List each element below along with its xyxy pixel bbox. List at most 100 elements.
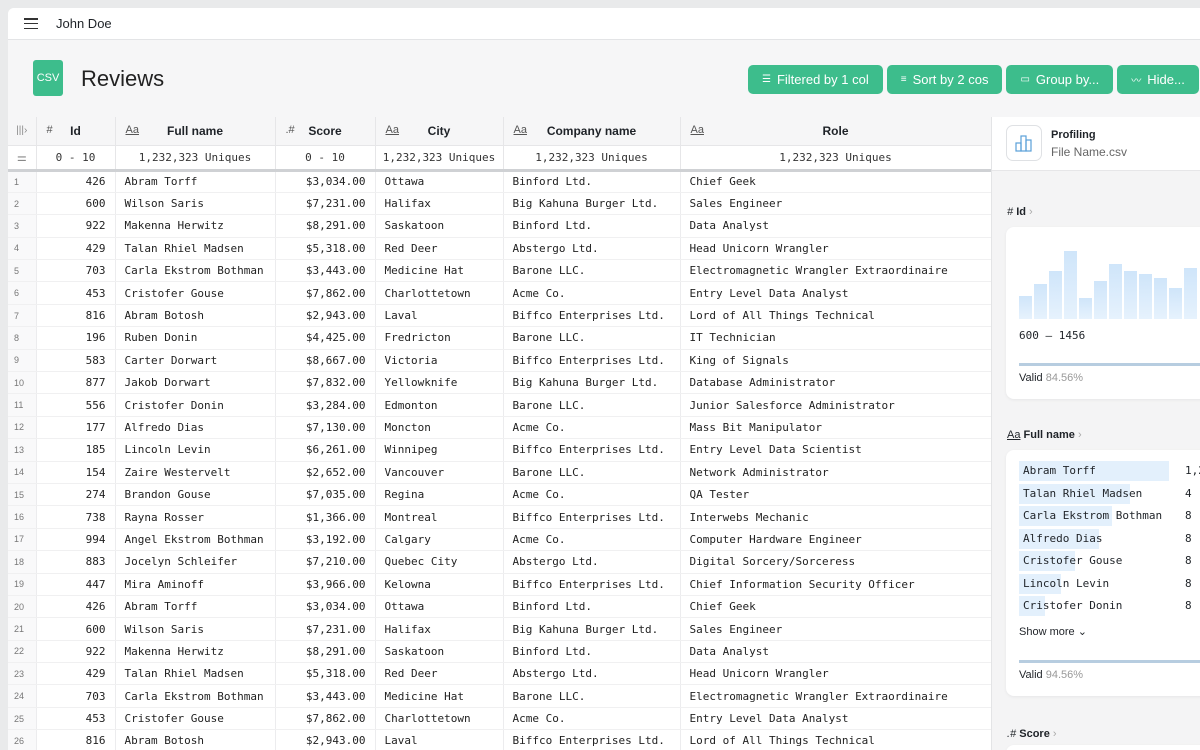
- table-row[interactable]: 17 994 Angel Ekstrom Bothman $3,192.00 Calga…: [8, 528, 991, 552]
- score-cell: $8,667.00: [275, 349, 376, 373]
- city-cell: Medicine Hat: [375, 684, 504, 708]
- id-section-header[interactable]: # Id ›: [1007, 206, 1033, 218]
- filter-settings-icon[interactable]: ⚌: [8, 145, 37, 172]
- table-row[interactable]: 2 600 Wilson Saris $7,231.00 Halifax Big Kahu…: [8, 192, 991, 216]
- table-row[interactable]: 3 922 Makenna Herwitz $8,291.00 Saskatoon Bin…: [8, 214, 991, 238]
- top-value-item[interactable]: Talan Rhiel Madsen 4: [1019, 483, 1200, 506]
- company-cell: Big Kahuna Burger Ltd.: [503, 192, 681, 216]
- row-number: 21: [8, 617, 37, 641]
- top-value-item[interactable]: Lincoln Levin 8: [1019, 573, 1200, 596]
- column-type-icon: Aa: [513, 124, 527, 136]
- score-cell: $7,862.00: [275, 707, 376, 731]
- fullname-cell: Ruben Donin: [115, 326, 276, 350]
- column-toggle-icon[interactable]: |||›: [8, 117, 37, 146]
- hamburger-menu-icon[interactable]: [24, 18, 38, 29]
- table-row[interactable]: 12 177 Alfredo Dias $7,130.00 Moncton Acme Co…: [8, 416, 991, 440]
- button-label: Hide...: [1147, 72, 1185, 87]
- column-header-id[interactable]: # Id: [36, 117, 116, 146]
- table-row[interactable]: 5 703 Carla Ekstrom Bothman $3,443.00 Medici…: [8, 259, 991, 283]
- table-row[interactable]: 24 703 Carla Ekstrom Bothman $3,443.00 Medic…: [8, 684, 991, 708]
- column-header-role[interactable]: Aa Role: [680, 117, 991, 146]
- toolbar: ☰ Filtered by 1 col ≡ Sort by 2 cos ▭ Group b…: [748, 65, 1199, 94]
- toolbar-button-group[interactable]: ▭ Group by...: [1006, 65, 1114, 94]
- user-name[interactable]: John Doe: [56, 16, 112, 31]
- score-cell: $3,034.00: [275, 595, 376, 619]
- row-number: 18: [8, 550, 37, 574]
- histogram-bar: [1034, 284, 1047, 319]
- top-bar: John Doe: [8, 8, 1200, 40]
- top-value-item[interactable]: Cristofer Gouse 8: [1019, 550, 1200, 573]
- fullname-cell: Brandon Gouse: [115, 483, 276, 507]
- top-value-item[interactable]: Abram Torff 1,2: [1019, 460, 1200, 483]
- column-header-score[interactable]: .# Score: [275, 117, 376, 146]
- top-value-item[interactable]: Cristofer Donin 8: [1019, 595, 1200, 618]
- column-header-full-name[interactable]: Aa Full name: [115, 117, 276, 146]
- table-row[interactable]: 23 429 Talan Rhiel Madsen $5,318.00 Red Deer…: [8, 662, 991, 686]
- table-row[interactable]: 6 453 Cristofer Gouse $7,862.00 Charlottetow…: [8, 281, 991, 305]
- city-cell: Ottawa: [375, 170, 504, 193]
- section-label: Score: [1019, 728, 1050, 740]
- table-row[interactable]: 22 922 Makenna Herwitz $8,291.00 Saskatoon Bi…: [8, 640, 991, 664]
- toolbar-button-hide...[interactable]: 〰 Hide...: [1117, 65, 1199, 94]
- table-row[interactable]: 16 738 Rayna Rosser $1,366.00 Montreal Biffco…: [8, 505, 991, 529]
- company-cell: Acme Co.: [503, 281, 681, 305]
- toolbar-button-sort[interactable]: ≡ Sort by 2 cos: [886, 65, 1003, 94]
- id-cell: 185: [36, 438, 116, 462]
- score-section-header[interactable]: .# Score ›: [1007, 728, 1057, 740]
- table-row[interactable]: 1 426 Abram Torff $3,034.00 Ottawa Binford Lt…: [8, 170, 991, 193]
- table-row[interactable]: 7 816 Abram Botosh $2,943.00 Laval Biffco Ent…: [8, 304, 991, 328]
- histogram-bar: [1154, 277, 1167, 319]
- column-type-icon: Aa: [690, 124, 704, 136]
- role-cell: Electromagnetic Wrangler Extraordinaire: [680, 684, 991, 708]
- column-header-city[interactable]: Aa City: [375, 117, 504, 146]
- company-cell: Biffco Enterprises Ltd.: [503, 729, 681, 750]
- fullname-cell: Carter Dorwart: [115, 349, 276, 373]
- top-value-item[interactable]: Carla Ekstrom Bothman 8: [1019, 505, 1200, 528]
- table-row[interactable]: 21 600 Wilson Saris $7,231.00 Halifax Big Kah…: [8, 617, 991, 641]
- fullname-profile-card: Abram Torff 1,2 Talan Rhiel Madsen 4 Carla E…: [1006, 450, 1200, 696]
- column-summary: 1,232,323 Uniques: [375, 145, 504, 172]
- value-share-bar: [1019, 483, 1130, 504]
- table-row[interactable]: 4 429 Talan Rhiel Madsen $5,318.00 Red Deer A…: [8, 237, 991, 261]
- city-cell: Laval: [375, 729, 504, 750]
- row-number: 4: [8, 237, 37, 261]
- table-row[interactable]: 19 447 Mira Aminoff $3,966.00 Kelowna Biffco …: [8, 573, 991, 596]
- fullname-section-header[interactable]: Aa Full name ›: [1007, 429, 1082, 441]
- id-profile-card: 600 – 1456 Valid 84.56% M: [1006, 227, 1200, 399]
- table-row[interactable]: 25 453 Cristofer Gouse $7,862.00 Charlotteto…: [8, 707, 991, 731]
- id-cell: 877: [36, 371, 116, 395]
- table-row[interactable]: 10 877 Jakob Dorwart $7,832.00 Yellowknife Bi…: [8, 371, 991, 395]
- table-row[interactable]: 13 185 Lincoln Levin $6,261.00 Winnipeg Biffc…: [8, 438, 991, 462]
- fullname-cell: Abram Botosh: [115, 729, 276, 750]
- column-type-icon: Aa: [385, 124, 399, 136]
- id-cell: 453: [36, 281, 116, 305]
- score-cell: $5,318.00: [275, 237, 376, 261]
- score-cell: $7,035.00: [275, 483, 376, 507]
- table-row[interactable]: 14 154 Zaire Westervelt $2,652.00 Vancouver B…: [8, 461, 991, 484]
- table-row[interactable]: 20 426 Abram Torff $3,034.00 Ottawa Binford L…: [8, 595, 991, 619]
- profiling-panel: Profiling File Name.csv # Id › 600 – 145…: [991, 117, 1200, 750]
- company-cell: Barone LLC.: [503, 684, 681, 708]
- company-cell: Barone LLC.: [503, 393, 681, 417]
- table-row[interactable]: 11 556 Cristofer Donin $3,284.00 Edmonton Bar…: [8, 393, 991, 417]
- city-cell: Medicine Hat: [375, 259, 504, 283]
- row-number: 7: [8, 304, 37, 328]
- fullname-cell: Mira Aminoff: [115, 573, 276, 596]
- role-cell: Head Unicorn Wrangler: [680, 237, 991, 261]
- table-row[interactable]: 18 883 Jocelyn Schleifer $7,210.00 Quebec Ci…: [8, 550, 991, 574]
- role-cell: Entry Level Data Analyst: [680, 707, 991, 731]
- fullname-cell: Cristofer Gouse: [115, 281, 276, 305]
- row-number: 11: [8, 393, 37, 417]
- table-row[interactable]: 26 816 Abram Botosh $2,943.00 Laval Biffco En…: [8, 729, 991, 750]
- fullname-cell: Lincoln Levin: [115, 438, 276, 462]
- company-cell: Abstergo Ltd.: [503, 662, 681, 686]
- table-row[interactable]: 8 196 Ruben Donin $4,425.00 Fredricton Barone…: [8, 326, 991, 350]
- histogram-bar: [1079, 298, 1092, 319]
- toolbar-button-filtered[interactable]: ☰ Filtered by 1 col: [748, 65, 883, 94]
- column-header-company-name[interactable]: Aa Company name: [503, 117, 681, 146]
- show-more-button[interactable]: Show more ⌄: [1019, 626, 1087, 638]
- table-row[interactable]: 15 274 Brandon Gouse $7,035.00 Regina Acme Co…: [8, 483, 991, 507]
- table-row[interactable]: 9 583 Carter Dorwart $8,667.00 Victoria Biffc…: [8, 349, 991, 373]
- fullname-cell: Zaire Westervelt: [115, 461, 276, 484]
- top-value-item[interactable]: Alfredo Dias 8: [1019, 528, 1200, 551]
